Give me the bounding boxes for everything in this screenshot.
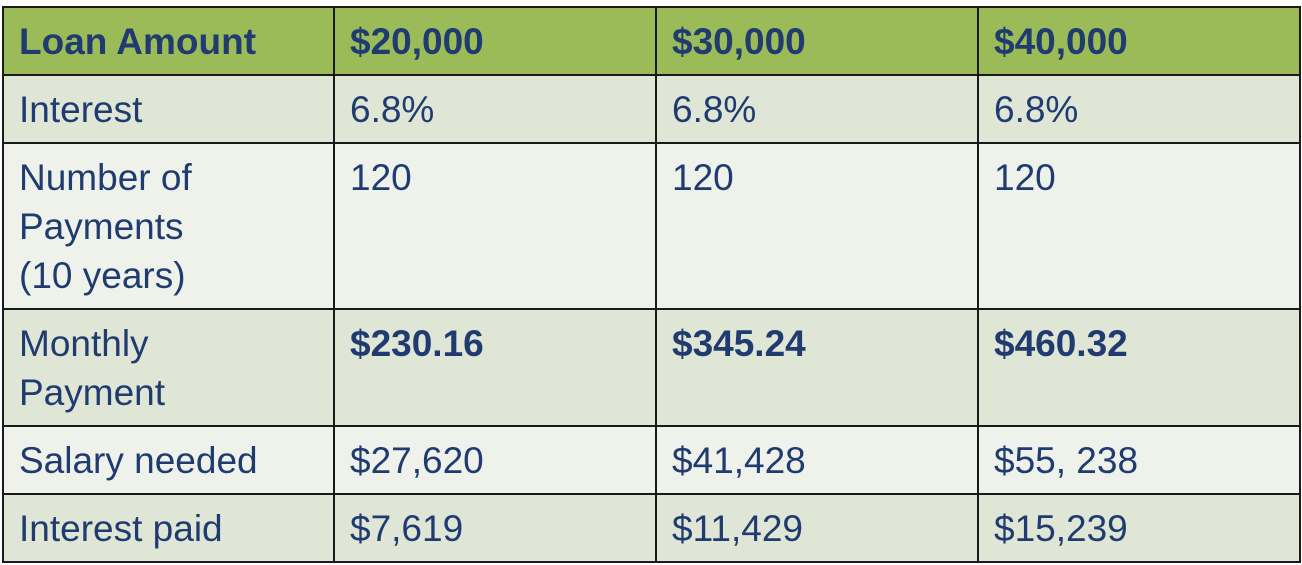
row-label: Monthly Payment — [2, 308, 335, 427]
table-cell: 6.8% — [977, 74, 1301, 144]
table-cell: $55, 238 — [977, 425, 1301, 495]
table-cell: 120 — [977, 142, 1301, 310]
table-cell: $460.32 — [977, 308, 1301, 427]
table-cell: $41,428 — [655, 425, 979, 495]
table-cell: $11,429 — [655, 493, 979, 563]
row-label: Salary needed — [2, 425, 335, 495]
table-row-number-of-payments: Number of Payments (10 years) 120 120 120 — [2, 142, 1301, 310]
header-cell-20000: $20,000 — [333, 6, 657, 76]
table-cell: $7,619 — [333, 493, 657, 563]
table-row-salary-needed: Salary needed $27,620 $41,428 $55, 238 — [2, 425, 1301, 495]
table-header-row: Loan Amount $20,000 $30,000 $40,000 — [2, 6, 1301, 76]
table-row-monthly-payment: Monthly Payment $230.16 $345.24 $460.32 — [2, 308, 1301, 427]
table-cell: $230.16 — [333, 308, 657, 427]
row-label: Interest paid — [2, 493, 335, 563]
row-label: Interest — [2, 74, 335, 144]
table-cell: $27,620 — [333, 425, 657, 495]
table-cell: $15,239 — [977, 493, 1301, 563]
table-row-interest: Interest 6.8% 6.8% 6.8% — [2, 74, 1301, 144]
table-row-interest-paid: Interest paid $7,619 $11,429 $15,239 — [2, 493, 1301, 563]
row-label: Number of Payments (10 years) — [2, 142, 335, 310]
table-cell: 6.8% — [655, 74, 979, 144]
table-cell: $345.24 — [655, 308, 979, 427]
table-cell: 120 — [655, 142, 979, 310]
table-cell: 6.8% — [333, 74, 657, 144]
loan-comparison-table: Loan Amount $20,000 $30,000 $40,000 Inte… — [2, 6, 1301, 563]
header-cell-loan-amount: Loan Amount — [2, 6, 335, 76]
header-cell-30000: $30,000 — [655, 6, 979, 76]
table-cell: 120 — [333, 142, 657, 310]
header-cell-40000: $40,000 — [977, 6, 1301, 76]
